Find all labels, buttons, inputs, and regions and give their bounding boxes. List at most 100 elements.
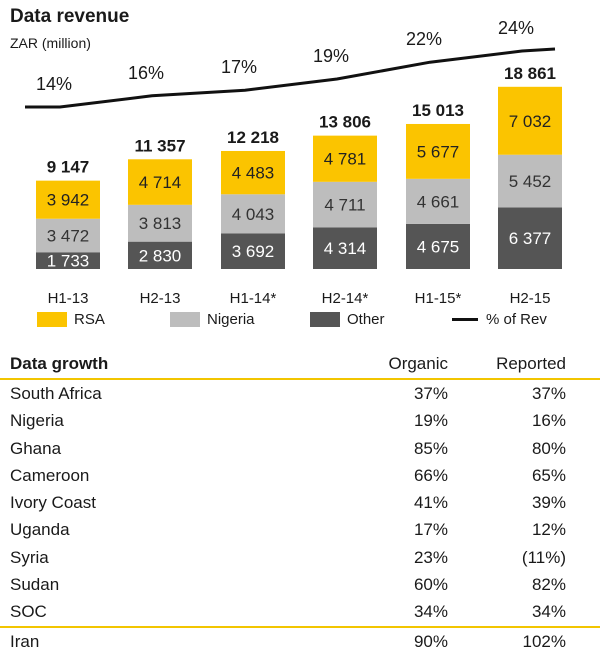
footer-reported: 102% [522, 631, 566, 651]
pct-of-rev-line [25, 47, 556, 109]
legend-label-other: Other [347, 311, 385, 328]
bar-value-label: 6 377 [509, 229, 552, 248]
row-organic: 66% [413, 465, 448, 485]
bar-segment-nigeria [221, 194, 285, 234]
legend-swatch-other [310, 312, 340, 327]
row-organic: 17% [413, 520, 448, 540]
table-row: Ivory Coast 41% 39% [0, 489, 600, 516]
bar-value-label: 5 677 [417, 142, 460, 161]
bar-segment-rsa [221, 150, 285, 195]
bar-total-label: 12 218 [227, 128, 279, 147]
bar-segment-rsa [498, 86, 562, 155]
footer-organic: 90% [413, 631, 448, 651]
legend-label-rsa: RSA [74, 311, 105, 328]
table-header: Data growth Organic Reported [0, 348, 600, 378]
legend-swatch-rsa [37, 312, 67, 327]
bar-total-label: 15 013 [412, 101, 464, 120]
row-organic: 23% [413, 547, 448, 567]
row-country: Nigeria [10, 411, 64, 431]
row-reported: 82% [531, 575, 566, 595]
x-tick-label: H1-14* [230, 290, 277, 307]
bar-value-label: 3 813 [139, 214, 182, 233]
table-row: South Africa 37% 37% [0, 380, 600, 407]
line-value-label: 22% [406, 29, 442, 49]
bar-segment-other [313, 227, 377, 269]
bar-segment-other [406, 223, 470, 269]
bar-segment-rsa [406, 123, 470, 179]
line-value-label: 24% [498, 18, 534, 38]
row-country: SOC [10, 602, 47, 622]
bar-segment-other [128, 241, 192, 269]
line-value-label: 14% [36, 74, 72, 94]
bar-segment-other [36, 252, 100, 269]
table-row: Uganda 17% 12% [0, 516, 600, 543]
bar-segment-rsa [313, 135, 377, 182]
bar-value-label: 4 661 [417, 192, 460, 211]
row-reported: 65% [531, 465, 566, 485]
table-row: Ghana 85% 80% [0, 435, 600, 462]
row-country: Ghana [10, 438, 62, 458]
legend-item-nigeria: Nigeria [170, 311, 255, 328]
row-organic: 85% [413, 438, 448, 458]
table-row: Syria 23% (11%) [0, 544, 600, 571]
table-row: Nigeria 19% 16% [0, 407, 600, 434]
bar-segment-nigeria [498, 154, 562, 208]
footer-country: Iran [10, 631, 40, 651]
bar-segment-rsa [128, 159, 192, 205]
row-country: Cameroon [10, 465, 90, 485]
bar-total-label: 11 357 [134, 136, 185, 155]
table-row: Sudan 60% 82% [0, 571, 600, 598]
bar-segment-nigeria [313, 181, 377, 228]
legend-item-pct-of-rev: % of Rev [452, 311, 547, 328]
row-reported: 37% [531, 384, 566, 403]
data-revenue-chart: 1 733 3 472 3 942 9 147 H1-13 2 830 3 813 4 714… [25, 18, 562, 307]
bar-value-label: 4 714 [139, 173, 182, 192]
header-organic: Organic [388, 354, 448, 373]
legend-line-pct-of-rev [452, 318, 478, 321]
bar-total-label: 18 861 [504, 64, 556, 83]
row-organic: 41% [413, 493, 448, 513]
row-reported: 12% [531, 520, 566, 540]
chart-legend: RSA Nigeria Other % of Rev [0, 311, 600, 331]
header-reported: Reported [496, 354, 566, 373]
row-reported: 39% [531, 493, 566, 513]
bar-value-label: 7 032 [509, 112, 552, 131]
bar-value-label: 3 472 [47, 226, 90, 245]
bar-total-label: 9 147 [47, 158, 90, 177]
bar-value-label: 5 452 [509, 172, 552, 191]
legend-swatch-nigeria [170, 312, 200, 327]
bar-segment-nigeria [406, 178, 470, 224]
bar-segment-rsa [36, 180, 100, 219]
row-organic: 19% [413, 411, 448, 431]
x-tick-label: H2-14* [322, 290, 369, 307]
bar-value-label: 2 830 [139, 246, 182, 265]
row-country: Syria [10, 547, 49, 567]
bar-value-label: 4 314 [324, 239, 367, 258]
bar-segment-other [221, 233, 285, 269]
row-country: Sudan [10, 575, 60, 595]
chart-title: Data revenue [10, 6, 130, 27]
line-value-label: 17% [221, 57, 257, 77]
row-reported: 80% [531, 438, 566, 458]
row-reported: (11%) [521, 547, 566, 567]
chart-subtitle: ZAR (million) [10, 35, 91, 51]
legend-label-nigeria: Nigeria [207, 311, 255, 328]
table-footer-rule [0, 625, 600, 628]
row-country: South Africa [10, 384, 102, 403]
x-tick-label: H1-15* [415, 290, 462, 307]
bar-value-label: 4 675 [417, 237, 460, 256]
row-organic: 37% [413, 384, 448, 403]
table-footer-row: Iran 90% 102% [0, 628, 600, 655]
bar-value-label: 4 043 [232, 205, 275, 224]
bar-segment-nigeria [36, 218, 100, 253]
data-growth-table: Data growth Organic Reported South Afric… [0, 348, 600, 655]
row-reported: 34% [531, 602, 566, 622]
legend-label-pct-of-rev: % of Rev [486, 311, 547, 328]
row-organic: 34% [413, 602, 448, 622]
table-row: SOC 34% 34% [0, 598, 600, 625]
row-reported: 16% [531, 411, 566, 431]
row-country: Uganda [10, 520, 70, 540]
legend-item-rsa: RSA [37, 311, 105, 328]
bar-value-label: 4 711 [324, 196, 365, 215]
bar-value-label: 1 733 [47, 252, 90, 271]
